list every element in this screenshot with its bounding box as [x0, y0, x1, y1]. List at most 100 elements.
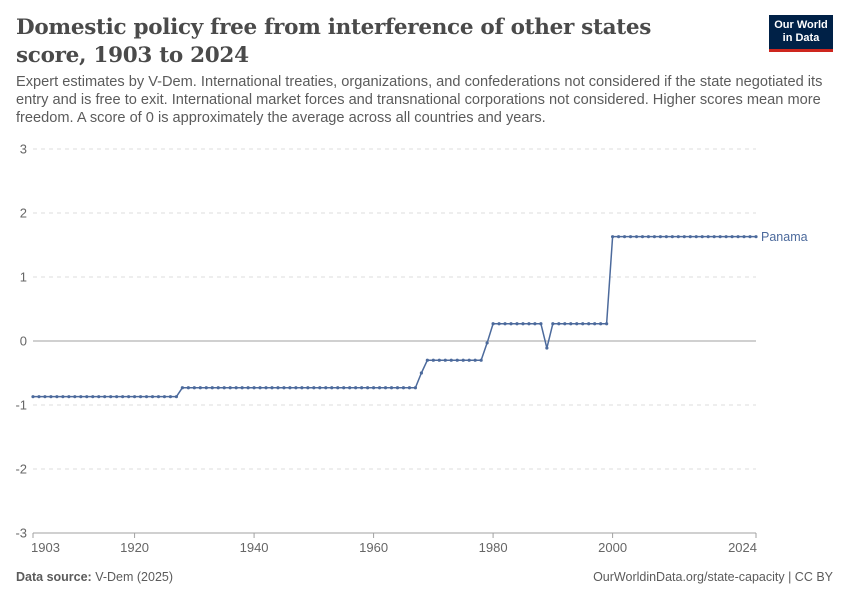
y-tick-label: -3: [15, 526, 27, 541]
data-point: [437, 358, 441, 362]
data-point: [180, 386, 184, 390]
data-point: [670, 235, 674, 239]
data-point: [132, 395, 137, 399]
data-point: [527, 322, 531, 326]
x-tick-label: 1920: [120, 540, 149, 555]
data-point: [342, 386, 346, 390]
data-point: [509, 322, 513, 326]
data-point: [228, 386, 232, 390]
x-tick-label: 1980: [479, 540, 508, 555]
data-point: [150, 395, 155, 399]
data-point: [300, 386, 304, 390]
data-point: [174, 395, 179, 399]
data-point: [425, 358, 429, 362]
data-point: [706, 235, 710, 239]
data-point: [407, 386, 412, 390]
data-point: [682, 235, 686, 239]
x-tick-label: 1903: [31, 540, 60, 555]
data-point: [222, 386, 226, 390]
chart-subtitle: Expert estimates by V-Dem. International…: [16, 74, 823, 126]
data-point: [479, 358, 483, 362]
logo-line-2: in Data: [782, 32, 820, 44]
data-point: [551, 322, 555, 326]
data-point: [73, 395, 77, 399]
y-tick-label: 2: [20, 206, 27, 221]
data-point: [521, 322, 525, 326]
data-point: [168, 395, 173, 399]
data-point: [288, 386, 292, 390]
data-point: [401, 386, 406, 390]
data-point: [497, 322, 501, 326]
data-point: [103, 395, 107, 399]
data-point: [449, 358, 453, 362]
chart-title: Domestic policy free from interference o…: [16, 15, 652, 68]
data-point: [676, 235, 680, 239]
data-point: [593, 322, 597, 326]
data-point: [258, 386, 262, 390]
data-point: [306, 386, 310, 390]
data-point: [389, 386, 394, 390]
data-point: [443, 358, 447, 362]
data-point: [413, 386, 418, 390]
data-point: [700, 235, 704, 239]
data-point: [736, 235, 740, 239]
data-point: [515, 322, 519, 326]
data-point: [97, 395, 101, 399]
data-point: [748, 235, 752, 239]
data-point: [330, 386, 334, 390]
data-point: [563, 322, 567, 326]
data-source-label: Data source:: [16, 570, 92, 584]
data-point: [616, 235, 621, 239]
data-source: Data source: V-Dem (2025): [16, 570, 173, 584]
data-point: [581, 322, 585, 326]
data-point: [252, 386, 256, 390]
data-point: [282, 386, 286, 390]
series-line: [33, 235, 756, 398]
data-point: [419, 371, 423, 375]
logo-line-1: Our World: [774, 19, 828, 31]
y-tick-label: 1: [20, 270, 27, 285]
owid-logo[interactable]: Our World in Data: [769, 15, 833, 52]
data-point: [61, 395, 65, 399]
data-point: [366, 386, 370, 390]
x-tick-label: 2024: [728, 540, 757, 555]
x-tick-label: 2000: [598, 540, 627, 555]
data-point: [85, 395, 89, 399]
data-point: [485, 341, 489, 345]
x-tick-label: 1960: [359, 540, 388, 555]
data-point: [186, 386, 190, 390]
data-point: [634, 235, 639, 239]
data-point: [557, 322, 561, 326]
data-point: [246, 386, 250, 390]
y-tick-label: 0: [20, 334, 27, 349]
data-point: [276, 386, 280, 390]
data-point: [312, 386, 316, 390]
x-tick-label: 1940: [240, 540, 269, 555]
data-point: [210, 386, 214, 390]
data-point: [144, 395, 149, 399]
y-tick-label: -1: [15, 398, 27, 413]
data-point: [754, 235, 758, 239]
data-point: [264, 386, 268, 390]
data-point: [204, 386, 208, 390]
data-source-text[interactable]: V-Dem (2025): [95, 570, 174, 584]
data-point: [371, 386, 376, 390]
data-point: [216, 386, 220, 390]
data-point: [67, 395, 71, 399]
footer-url[interactable]: OurWorldinData.org/state-capacity | CC B…: [593, 570, 833, 584]
data-point: [354, 386, 358, 390]
data-point: [270, 386, 274, 390]
data-point: [431, 358, 435, 362]
data-point: [467, 358, 471, 362]
data-point: [664, 235, 668, 239]
data-point: [718, 235, 722, 239]
data-point: [503, 322, 507, 326]
data-point: [156, 395, 161, 399]
data-point: [138, 395, 143, 399]
data-point: [533, 322, 537, 326]
data-point: [43, 395, 47, 399]
data-point: [294, 386, 298, 390]
data-point: [539, 322, 543, 326]
data-point: [324, 386, 328, 390]
